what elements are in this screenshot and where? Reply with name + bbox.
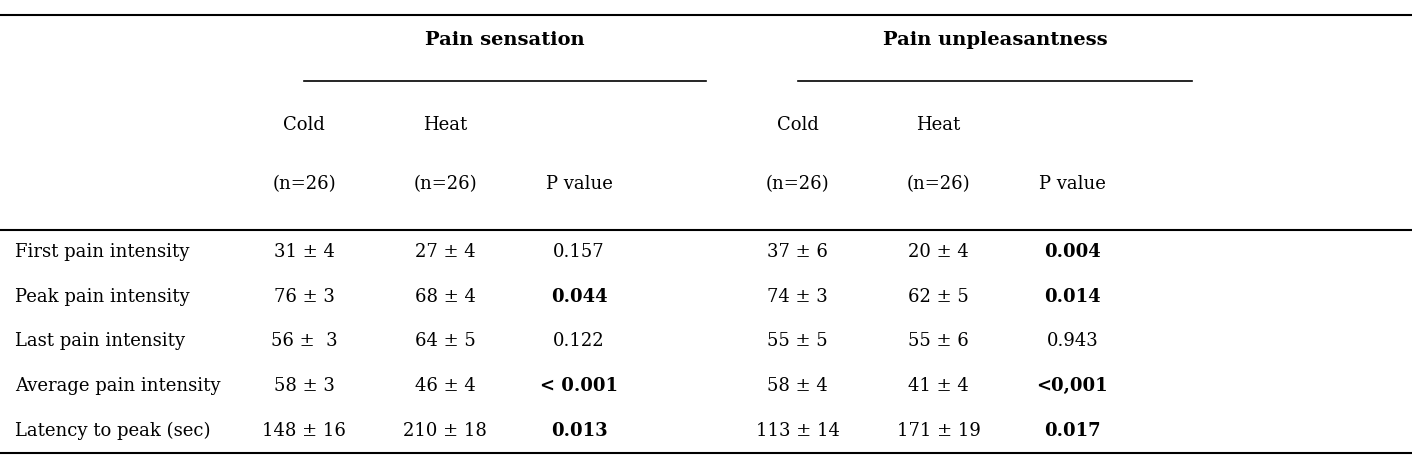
Text: First pain intensity: First pain intensity — [16, 243, 189, 261]
Text: Heat: Heat — [916, 116, 960, 134]
Text: 31 ± 4: 31 ± 4 — [274, 243, 335, 261]
Text: 68 ± 4: 68 ± 4 — [415, 288, 476, 306]
Text: 0.157: 0.157 — [554, 243, 604, 261]
Text: Cold: Cold — [777, 116, 819, 134]
Text: 46 ± 4: 46 ± 4 — [415, 377, 476, 395]
Text: 20 ± 4: 20 ± 4 — [908, 243, 969, 261]
Text: 0.013: 0.013 — [551, 422, 607, 440]
Text: 113 ± 14: 113 ± 14 — [755, 422, 840, 440]
Text: Pain sensation: Pain sensation — [425, 31, 585, 49]
Text: 74 ± 3: 74 ± 3 — [767, 288, 827, 306]
Text: 56 ±  3: 56 ± 3 — [271, 332, 337, 350]
Text: 62 ± 5: 62 ± 5 — [908, 288, 969, 306]
Text: (n=26): (n=26) — [765, 175, 829, 193]
Text: (n=26): (n=26) — [907, 175, 970, 193]
Text: 210 ± 18: 210 ± 18 — [404, 422, 487, 440]
Text: 0.014: 0.014 — [1043, 288, 1101, 306]
Text: 0.044: 0.044 — [551, 288, 607, 306]
Text: Heat: Heat — [424, 116, 467, 134]
Text: 55 ± 6: 55 ± 6 — [908, 332, 969, 350]
Text: 0.017: 0.017 — [1043, 422, 1101, 440]
Text: 55 ± 5: 55 ± 5 — [767, 332, 827, 350]
Text: 58 ± 3: 58 ± 3 — [274, 377, 335, 395]
Text: (n=26): (n=26) — [273, 175, 336, 193]
Text: 64 ± 5: 64 ± 5 — [415, 332, 476, 350]
Text: Peak pain intensity: Peak pain intensity — [16, 288, 191, 306]
Text: 58 ± 4: 58 ± 4 — [767, 377, 827, 395]
Text: (n=26): (n=26) — [414, 175, 477, 193]
Text: 0.122: 0.122 — [554, 332, 604, 350]
Text: < 0.001: < 0.001 — [541, 377, 618, 395]
Text: Cold: Cold — [284, 116, 325, 134]
Text: 171 ± 19: 171 ± 19 — [897, 422, 980, 440]
Text: <0,001: <0,001 — [1036, 377, 1108, 395]
Text: Last pain intensity: Last pain intensity — [16, 332, 185, 350]
Text: 41 ± 4: 41 ± 4 — [908, 377, 969, 395]
Text: 0.004: 0.004 — [1043, 243, 1101, 261]
Text: 27 ± 4: 27 ± 4 — [415, 243, 476, 261]
Text: Average pain intensity: Average pain intensity — [16, 377, 222, 395]
Text: P value: P value — [1039, 175, 1106, 193]
Text: 0.943: 0.943 — [1046, 332, 1099, 350]
Text: Latency to peak (sec): Latency to peak (sec) — [16, 421, 210, 440]
Text: 148 ± 16: 148 ± 16 — [263, 422, 346, 440]
Text: 37 ± 6: 37 ± 6 — [767, 243, 827, 261]
Text: 76 ± 3: 76 ± 3 — [274, 288, 335, 306]
Text: P value: P value — [545, 175, 613, 193]
Text: Pain unpleasantness: Pain unpleasantness — [882, 31, 1107, 49]
